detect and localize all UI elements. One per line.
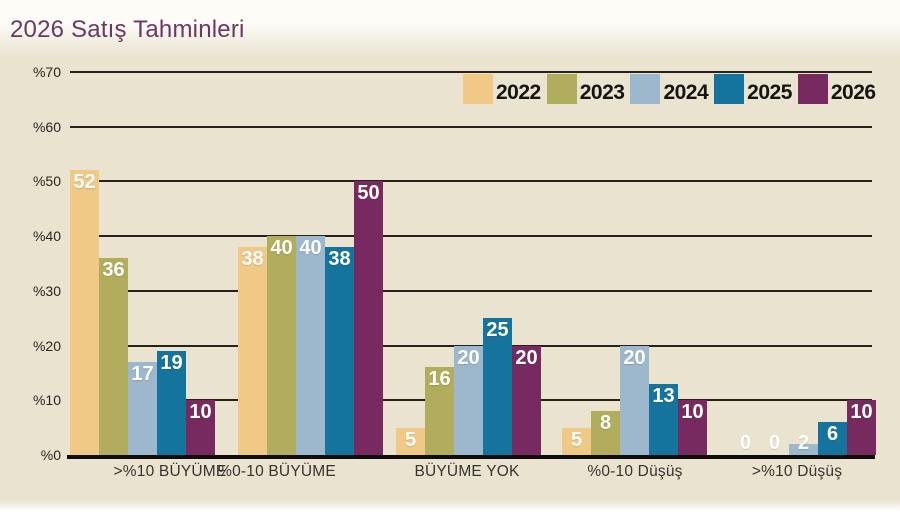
- legend-swatch: [630, 74, 661, 104]
- bar-2023: [99, 258, 128, 455]
- bar-value-label: 25: [486, 319, 509, 341]
- bar-value-label: 0: [739, 432, 752, 454]
- bar-2026: [847, 400, 876, 455]
- legend-label: 2022: [496, 81, 541, 104]
- bar-value-label: 8: [599, 412, 612, 434]
- bar-value-label: 40: [299, 237, 322, 259]
- legend-swatch: [463, 74, 493, 104]
- bar-2022: [396, 428, 425, 455]
- bar-value-label: 20: [623, 347, 646, 369]
- bar-value-label: 40: [270, 237, 293, 259]
- bar-2024: [620, 346, 649, 455]
- legend-item: 2025: [714, 74, 792, 104]
- legend-label: 2023: [579, 81, 625, 104]
- bar-value-label: 10: [189, 401, 212, 423]
- y-tick-label: %20: [32, 337, 61, 354]
- bar-2022: [238, 247, 267, 455]
- gridline: [70, 125, 872, 128]
- bar-2026: [678, 400, 707, 455]
- gridline: [70, 289, 872, 292]
- legend-item: 2026: [797, 74, 876, 104]
- bar-2024: [454, 346, 483, 455]
- bar-2023: [425, 367, 454, 455]
- bar-value-label: 13: [652, 385, 675, 407]
- legend-item: 2024: [630, 74, 709, 104]
- legend-item: 2023: [546, 74, 625, 104]
- bar-2025: [649, 384, 678, 455]
- bar-group: 0 0 2 6 10: [731, 72, 876, 455]
- y-tick-label: %70: [32, 64, 61, 80]
- bar-value-label: 20: [457, 347, 480, 369]
- bar-group: 52 36 17 19 10: [70, 72, 215, 455]
- x-tick-label: %0-10 BÜYÜME: [218, 463, 336, 480]
- y-tick-label: %60: [32, 118, 61, 135]
- bar-2024: [296, 236, 325, 455]
- bar-2024: [128, 362, 157, 455]
- bar-value-label: 2: [797, 432, 810, 454]
- gridline: [70, 235, 872, 238]
- bar-2025: [483, 318, 512, 455]
- legend-swatch: [714, 74, 745, 104]
- bar-value-label: 5: [404, 429, 417, 451]
- x-tick-label: >%10 Düşüş: [751, 463, 843, 480]
- y-tick-label: %0: [40, 447, 61, 463]
- x-tick-label: %0-10 Düşüş: [587, 463, 683, 480]
- legend: 2022 2023 2024 2025 2026: [463, 74, 882, 104]
- bar-value-label: 0: [768, 432, 781, 454]
- chart-title: 2026 Satış Tahminleri: [10, 16, 245, 43]
- bar-value-label: 20: [515, 347, 538, 369]
- bar-group: 38 40 40 38 50: [238, 72, 383, 455]
- bar-2025: [157, 351, 186, 455]
- y-tick-label: %30: [32, 282, 61, 299]
- gridline: [70, 180, 872, 183]
- bar-2024: [789, 444, 818, 455]
- bar-value-label: 10: [850, 401, 873, 423]
- bar-2025: [818, 422, 847, 455]
- x-tick-label: BÜYÜME YOK: [414, 463, 520, 480]
- panel-bottom-fade: [0, 500, 900, 512]
- bar-value-label: 6: [826, 423, 839, 445]
- bar-value-label: 50: [357, 182, 380, 204]
- bar-value-label: 36: [102, 259, 125, 281]
- legend-swatch: [797, 74, 828, 104]
- gridline: [70, 71, 872, 73]
- bar-group: 5 8 20 13 10: [562, 72, 707, 455]
- legend-swatch: [546, 74, 577, 104]
- x-axis-line: [67, 455, 875, 459]
- bar-2025: [325, 247, 354, 455]
- y-tick-label: %40: [32, 228, 61, 245]
- gridline: [70, 344, 872, 347]
- bar-value-label: 19: [160, 352, 183, 374]
- bar-2026: [186, 400, 215, 455]
- bar-value-label: 38: [241, 248, 264, 270]
- y-tick-label: %10: [32, 392, 61, 409]
- legend-label: 2024: [663, 81, 709, 104]
- legend-label: 2026: [830, 81, 876, 104]
- bar-2026: [512, 346, 541, 455]
- bar-value-label: 17: [131, 363, 154, 385]
- bar-value-label: 38: [328, 248, 351, 270]
- y-tick-label: %50: [32, 173, 61, 190]
- bar-2022: [562, 428, 591, 455]
- bar-value-label: 52: [73, 171, 96, 193]
- legend-item: 2022: [463, 74, 541, 104]
- bar-2026: [354, 181, 383, 455]
- x-tick-label: >%10 BÜYÜME: [113, 463, 227, 480]
- bar-2023: [267, 236, 296, 455]
- plot-area: %70 %60 %50 %40 %30 %20 %10 %0 52 36 17 19 10 >%10 BÜ…: [33, 64, 876, 480]
- bar-2023: [591, 411, 620, 455]
- bar-value-label: 10: [681, 401, 704, 423]
- bar-value-label: 16: [428, 368, 451, 390]
- bar-2022: [70, 170, 99, 455]
- bar-value-label: 5: [570, 429, 583, 451]
- legend-label: 2025: [747, 81, 792, 104]
- bar-group: 5 16 20 25 20: [396, 72, 541, 455]
